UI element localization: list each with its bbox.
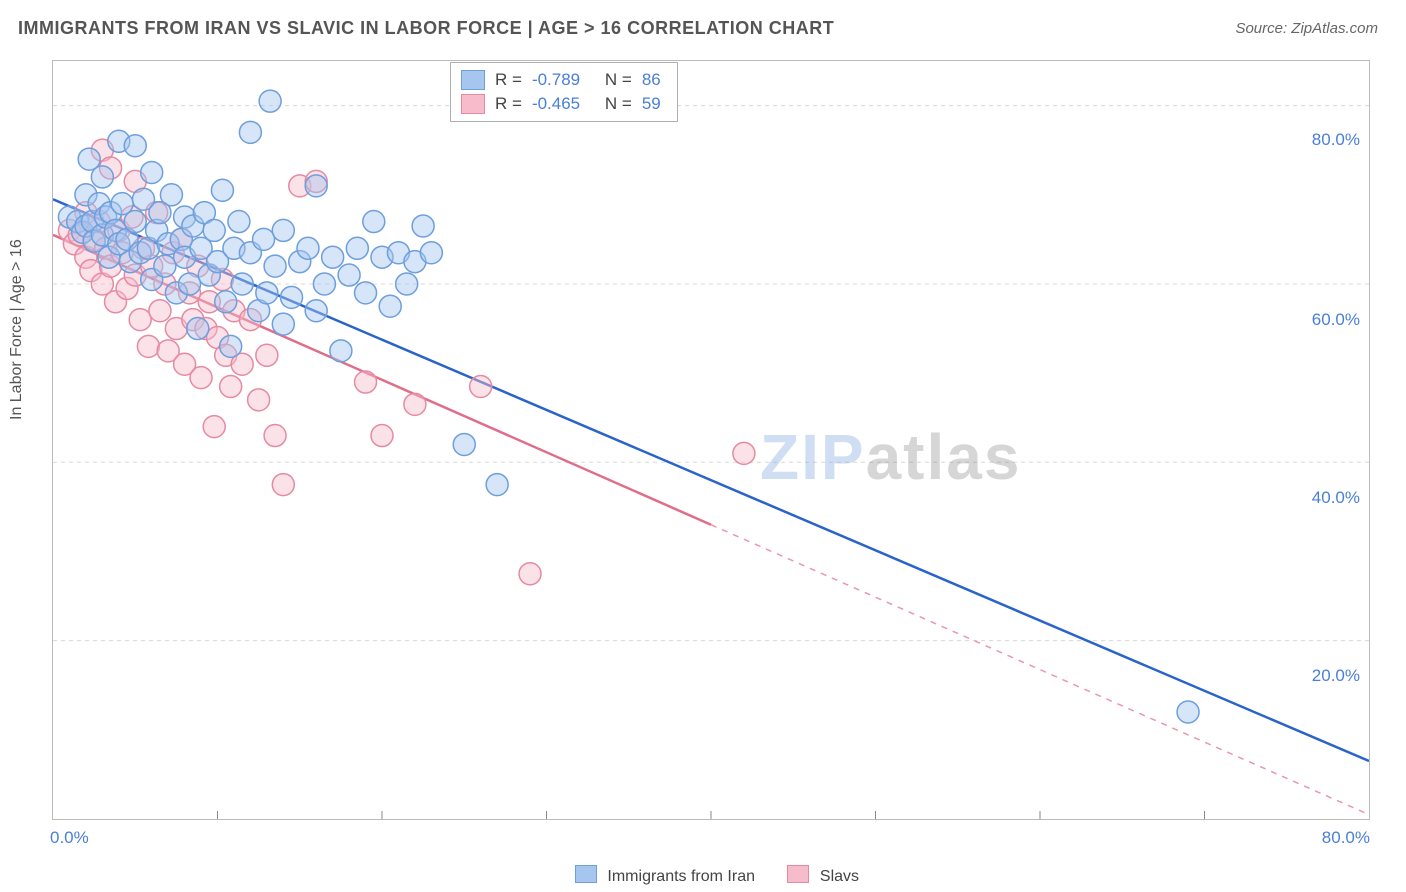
x-tick-left: 0.0% <box>50 828 89 848</box>
chart-title: IMMIGRANTS FROM IRAN VS SLAVIC IN LABOR … <box>18 18 834 39</box>
y-tick-60: 60.0% <box>1312 310 1360 330</box>
legend-R-label: R = <box>495 68 522 92</box>
legend-R-value-iran: -0.789 <box>532 68 580 92</box>
correlation-legend: R = -0.789 N = 86 R = -0.465 N = 59 <box>450 62 678 122</box>
plot-area <box>52 60 1370 820</box>
legend-N-label: N = <box>605 68 632 92</box>
legend-row-slavs: R = -0.465 N = 59 <box>461 92 661 116</box>
x-tick-right: 80.0% <box>1322 828 1370 848</box>
legend-label-slavs: Slavs <box>820 868 859 885</box>
legend-swatch-iran <box>461 70 485 90</box>
legend-N-value-iran: 86 <box>642 68 661 92</box>
scatter-chart-svg <box>53 61 1369 819</box>
legend-row-iran: R = -0.789 N = 86 <box>461 68 661 92</box>
legend-N-label: N = <box>605 92 632 116</box>
source-attribution: Source: ZipAtlas.com <box>1235 20 1378 37</box>
legend-N-value-slavs: 59 <box>642 92 661 116</box>
legend-swatch-slavs-bottom <box>787 865 809 883</box>
legend-R-label: R = <box>495 92 522 116</box>
legend-swatch-iran-bottom <box>575 865 597 883</box>
legend-label-iran: Immigrants from Iran <box>607 868 755 885</box>
y-axis-label: In Labor Force | Age > 16 <box>8 239 26 420</box>
series-legend: Immigrants from Iran Slavs <box>0 865 1406 886</box>
y-tick-40: 40.0% <box>1312 488 1360 508</box>
legend-R-value-slavs: -0.465 <box>532 92 580 116</box>
legend-swatch-slavs <box>461 94 485 114</box>
y-tick-20: 20.0% <box>1312 666 1360 686</box>
y-tick-80: 80.0% <box>1312 130 1360 150</box>
